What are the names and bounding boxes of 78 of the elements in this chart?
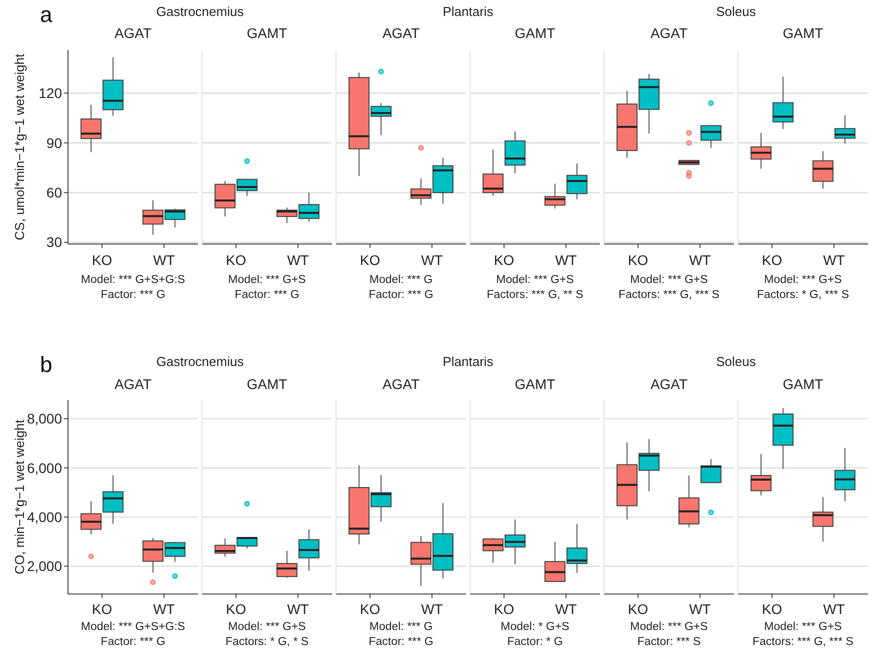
- x-tick-label: KO: [92, 252, 112, 268]
- x-tick-label: KO: [226, 600, 246, 617]
- chart-title: AGAT: [650, 25, 688, 41]
- y-axis-title: CS, umol*min−1*g−1 wet weight: [12, 53, 27, 240]
- x-tick-label: KO: [762, 600, 782, 617]
- x-tick-label: KO: [226, 252, 246, 268]
- text: Model: *** G: [369, 274, 433, 286]
- x-tick-label: WT: [823, 600, 846, 617]
- chart-title: GAMT: [514, 25, 556, 41]
- text: Model: *** G+S+G:S: [80, 274, 186, 286]
- x-tick-label: KO: [494, 252, 514, 268]
- y-tick-label: 8,000: [26, 410, 62, 427]
- text: Factor: *** G: [368, 636, 434, 648]
- x-tick-label: KO: [628, 252, 648, 268]
- x-tick-label: WT: [287, 252, 310, 268]
- x-tick-label: WT: [421, 252, 444, 268]
- text: Factor: *** G: [234, 289, 300, 302]
- chart-subtitle: Soleus: [716, 354, 756, 369]
- text: Factor: *** G: [100, 636, 166, 648]
- text: Model: *** G+S: [228, 621, 306, 634]
- text: Model: *** G+S: [496, 274, 574, 286]
- x-tick-label: KO: [762, 252, 782, 268]
- text: Factor: *** G: [100, 289, 166, 302]
- y-tick-label: 60: [46, 184, 62, 200]
- text: Factors: * G, * S: [225, 636, 309, 648]
- text: b: [40, 352, 52, 377]
- y-tick-label: 30: [46, 234, 62, 250]
- chart-title: GAMT: [514, 376, 556, 392]
- y-tick-label: 6,000: [26, 460, 62, 476]
- chart-title: AGAT: [650, 376, 688, 392]
- x-tick-label: WT: [421, 600, 444, 617]
- chart-title: GAMT: [246, 25, 288, 41]
- chart-subtitle: Gastrocnemius: [156, 354, 244, 369]
- text: Model: * G+S: [500, 621, 570, 634]
- chart-title: AGAT: [114, 25, 152, 41]
- chart-title: GAMT: [246, 376, 288, 392]
- y-tick-label: 90: [46, 134, 62, 151]
- text: Model: *** G+S: [764, 621, 842, 634]
- chart-title: AGAT: [382, 376, 420, 392]
- text: Factors: *** G, *** S: [618, 289, 720, 302]
- x-tick-label: KO: [360, 600, 380, 617]
- x-tick-label: WT: [689, 252, 712, 268]
- chart-subtitle: Plantaris: [442, 354, 494, 369]
- x-tick-label: WT: [555, 252, 578, 268]
- chart-title: GAMT: [782, 376, 824, 392]
- x-tick-label: KO: [494, 600, 514, 617]
- text: Model: *** G+S: [764, 274, 842, 286]
- text: Model: *** G+S+G:S: [80, 621, 186, 634]
- x-tick-label: WT: [689, 600, 712, 617]
- x-tick-label: WT: [823, 252, 846, 268]
- text: Model: *** G: [369, 621, 433, 634]
- chart-title: AGAT: [382, 25, 420, 41]
- y-tick-label: 4,000: [26, 508, 62, 525]
- text: Factor: * G: [507, 636, 563, 648]
- x-tick-label: WT: [555, 600, 578, 617]
- text: Factor: *** S: [637, 636, 701, 648]
- text: Model: *** G+S: [630, 621, 708, 634]
- x-tick-label: WT: [153, 600, 176, 617]
- text: Model: *** G+S: [630, 274, 708, 286]
- y-axis-title: CO, min−1*g−1 wet weight: [12, 419, 27, 574]
- x-tick-label: WT: [287, 600, 310, 617]
- text: Factors: * G, *** S: [756, 289, 850, 302]
- y-tick-label: 2,000: [26, 558, 62, 574]
- text: Factor: *** G: [368, 289, 434, 302]
- chart-subtitle: Plantaris: [442, 4, 494, 19]
- x-tick-label: KO: [92, 600, 112, 617]
- chart-title: AGAT: [114, 376, 152, 392]
- text: Factors: *** G, *** S: [752, 636, 854, 648]
- x-tick-label: WT: [153, 252, 176, 268]
- text: a: [40, 2, 53, 27]
- chart-title: GAMT: [782, 25, 824, 41]
- x-tick-label: KO: [628, 600, 648, 617]
- chart-subtitle: Soleus: [716, 4, 756, 19]
- y-tick-label: 120: [38, 85, 62, 102]
- x-tick-label: KO: [360, 252, 380, 268]
- text: Model: *** G+S: [228, 274, 306, 286]
- text: Factors: *** G, ** S: [486, 289, 584, 302]
- chart-subtitle: Gastrocnemius: [156, 4, 244, 19]
